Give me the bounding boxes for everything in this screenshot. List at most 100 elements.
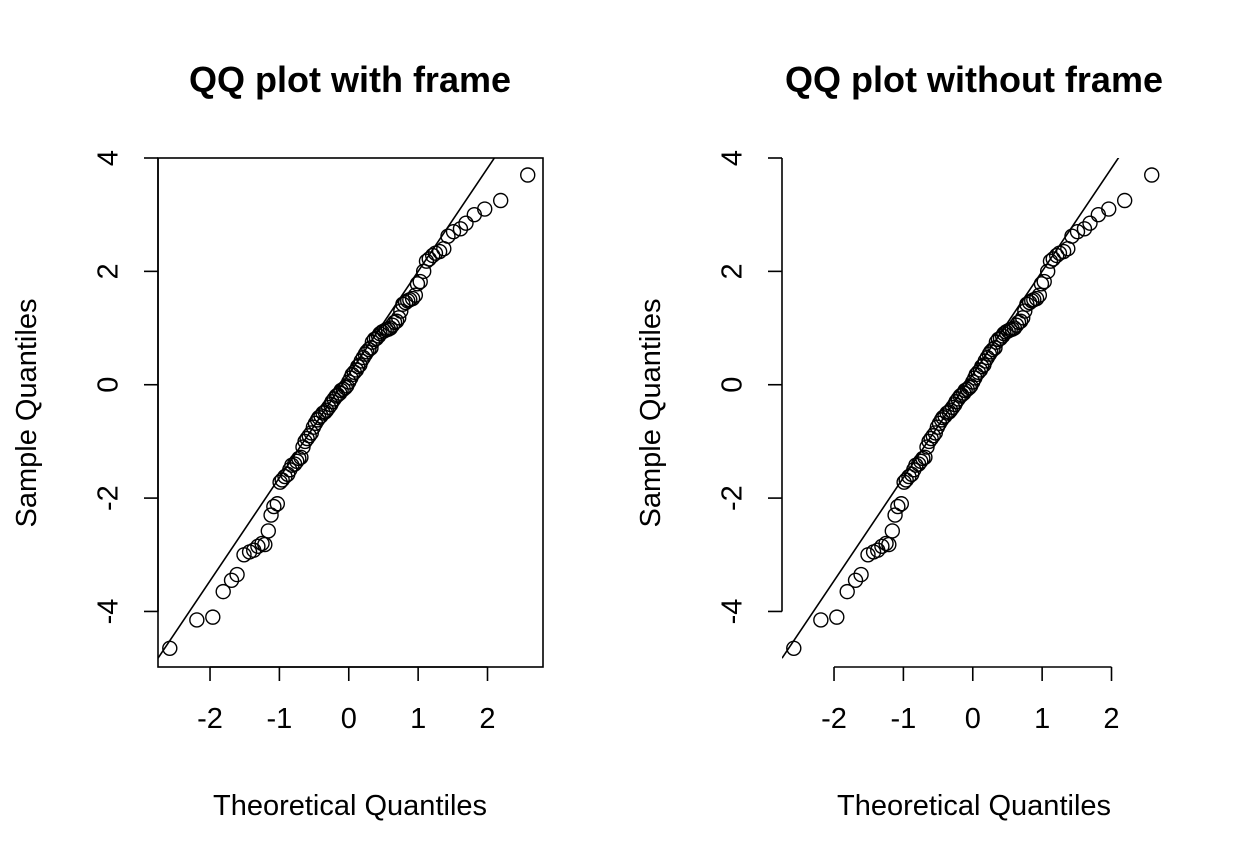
data-point <box>293 449 309 465</box>
data-point <box>917 449 933 465</box>
data-point <box>1064 228 1080 244</box>
x-tick-label: -2 <box>821 703 847 735</box>
data-point <box>988 334 1005 350</box>
data-point <box>407 287 424 303</box>
data-point <box>884 523 900 539</box>
data-point <box>260 523 276 539</box>
x-tick-label: 1 <box>1034 703 1050 735</box>
data-point <box>1055 243 1072 260</box>
data-point <box>813 612 829 628</box>
data-point <box>189 612 205 628</box>
y-tick-label: -2 <box>93 485 125 511</box>
data-point <box>957 382 973 399</box>
y-tick-label: 2 <box>717 263 749 279</box>
data-point <box>333 382 349 399</box>
x-tick-label: -1 <box>890 703 916 735</box>
data-point <box>415 263 432 280</box>
data-point <box>1082 215 1098 231</box>
qq-reference-line <box>158 158 496 659</box>
data-point <box>1069 223 1086 240</box>
data-point <box>937 408 953 424</box>
qq-plot-with-frame-panel: QQ plot with frame Theoretical Quantiles… <box>11 59 544 822</box>
data-point <box>1090 206 1107 223</box>
data-point <box>409 276 426 292</box>
data-point <box>1101 201 1117 217</box>
data-point <box>388 313 405 329</box>
y-tick-label: 4 <box>93 150 125 166</box>
data-point <box>913 453 929 469</box>
data-point <box>520 167 536 183</box>
y-tick-label: 2 <box>93 263 125 279</box>
qq-reference-line <box>782 158 1120 659</box>
data-point <box>893 496 910 512</box>
data-point <box>359 344 375 360</box>
y-tick-label: -4 <box>717 599 749 625</box>
data-point <box>1028 290 1045 307</box>
data-point <box>987 340 1003 356</box>
x-tick-label: -2 <box>197 703 223 735</box>
y-tick-label: -2 <box>717 485 749 511</box>
data-point <box>890 498 906 515</box>
y-tick-label: 4 <box>717 150 749 166</box>
data-point <box>839 583 855 600</box>
data-point <box>492 192 509 209</box>
data-point <box>162 640 178 656</box>
x-tick-label: -1 <box>266 703 292 735</box>
y-tick-label: -4 <box>93 599 125 625</box>
chart-title: QQ plot without frame <box>785 59 1163 100</box>
data-point <box>229 566 245 583</box>
data-point <box>925 428 941 444</box>
x-tick-label: 0 <box>965 703 981 735</box>
data-point <box>477 201 493 217</box>
data-point <box>853 566 869 583</box>
data-point <box>1015 310 1031 326</box>
data-point <box>458 215 474 231</box>
data-point <box>391 310 407 326</box>
data-point <box>915 450 931 467</box>
y-tick-label: 0 <box>717 377 749 393</box>
x-tick-label: 1 <box>410 703 426 735</box>
data-point <box>269 496 286 512</box>
data-point <box>898 472 914 488</box>
data-point <box>983 344 999 360</box>
qq-plot-without-frame-panel: QQ plot without frame Theoretical Quanti… <box>635 59 1163 822</box>
x-tick-label: 2 <box>1103 703 1119 735</box>
x-axis-label: Theoretical Quantiles <box>213 790 487 822</box>
data-point <box>1031 287 1048 303</box>
data-point <box>440 228 456 244</box>
data-point <box>223 572 240 588</box>
data-point <box>301 428 317 444</box>
data-point <box>313 408 329 424</box>
data-point <box>363 340 379 356</box>
data-point <box>874 538 890 554</box>
chart-title: QQ plot with frame <box>189 59 511 100</box>
data-point <box>315 405 331 421</box>
data-point <box>847 572 864 588</box>
data-point <box>412 273 428 290</box>
y-axis-label: Sample Quantiles <box>635 299 667 528</box>
data-point <box>466 206 483 223</box>
x-tick-label: 2 <box>479 703 495 735</box>
data-point <box>404 290 421 307</box>
y-axis-label: Sample Quantiles <box>11 299 43 528</box>
data-point <box>1039 263 1056 280</box>
data-point <box>1144 167 1160 183</box>
data-point <box>274 472 290 488</box>
data-point <box>786 640 802 656</box>
data-point <box>939 405 955 421</box>
y-tick-label: 0 <box>93 377 125 393</box>
data-point <box>289 453 305 469</box>
data-point <box>431 243 448 260</box>
data-point <box>344 366 360 383</box>
data-point <box>1116 192 1133 209</box>
data-point <box>445 223 462 240</box>
data-point <box>968 366 984 383</box>
data-point <box>1033 276 1050 292</box>
data-point <box>266 498 282 515</box>
data-point <box>1036 273 1052 290</box>
data-point <box>1012 313 1029 329</box>
data-point <box>1076 221 1093 237</box>
x-tick-label: 0 <box>341 703 357 735</box>
data-point <box>452 221 469 237</box>
